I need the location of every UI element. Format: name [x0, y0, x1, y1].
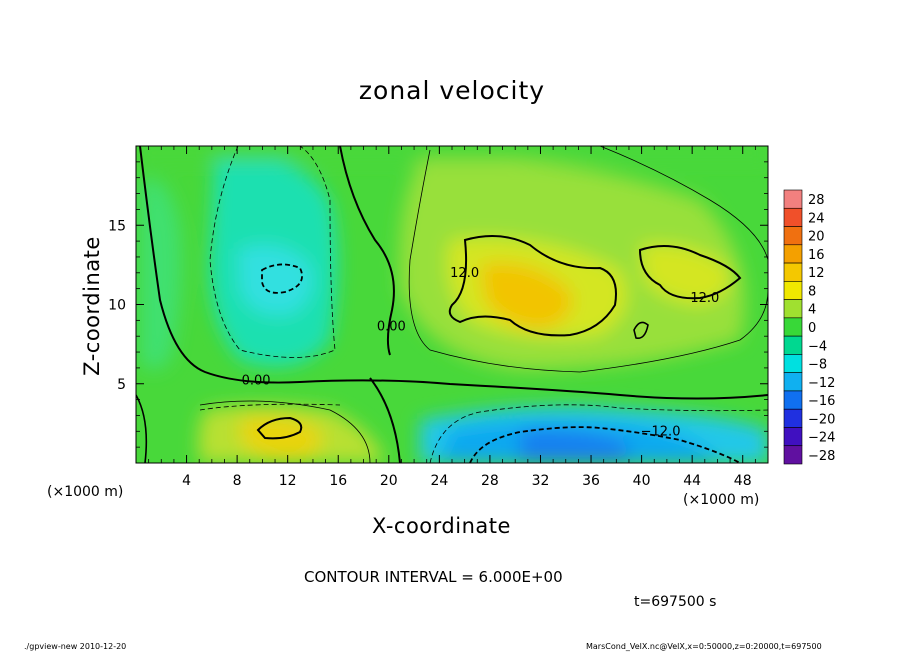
- x-tick-label: 32: [532, 473, 550, 489]
- colorbar-swatch: [783, 281, 803, 300]
- contour-label: 12.0: [690, 291, 719, 306]
- colorbar-swatch: [783, 408, 803, 428]
- x-tick-label: 24: [430, 473, 448, 489]
- colorbar-label: −28: [808, 449, 835, 464]
- colorbar-swatch: [783, 445, 803, 465]
- colorbar-swatch: [783, 226, 803, 246]
- colorbar-swatch: [783, 299, 803, 319]
- colorbar-label: 16: [808, 248, 825, 263]
- colorbar-label: 24: [808, 211, 825, 226]
- colorbar-label: −8: [808, 358, 827, 373]
- y-tick-label: 10: [108, 298, 126, 314]
- colorbar-swatch: [783, 317, 803, 337]
- y-tick-label: 15: [108, 218, 126, 234]
- x-unit-label-right: (×1000 m): [683, 492, 760, 508]
- contour-label: 0.00: [377, 320, 406, 335]
- colorbar-swatch: [783, 207, 803, 227]
- colorbar-swatch: [783, 427, 803, 447]
- colorbar-swatch: [783, 372, 803, 392]
- chart-title: zonal velocity: [358, 76, 546, 105]
- colorbar-swatch: [783, 354, 803, 373]
- footer-right: MarsCond_VelX.nc@VelX,x=0:50000,z=0:2000…: [586, 642, 822, 651]
- colorbar-label: −12: [808, 376, 835, 391]
- colorbar-label: 0: [808, 321, 816, 336]
- x-tick-label: 36: [582, 473, 600, 489]
- time-label: t=697500 s: [634, 594, 717, 610]
- colorbar: 28 24 20 16 12 8 4 0 −4 −8 −12 −16 −20 −24 −28: [783, 189, 835, 465]
- colorbar-swatch: [783, 335, 803, 355]
- colorbar-label: −20: [808, 412, 835, 427]
- x-tick-label: 8: [233, 473, 242, 489]
- contour-label: −12.0: [641, 424, 681, 439]
- colorbar-label: 12: [808, 266, 825, 281]
- x-tick-label: 12: [279, 473, 297, 489]
- x-tick-label: 28: [481, 473, 499, 489]
- footer-left: ./gpview-new 2010-12-20: [24, 642, 127, 651]
- contour-label: 12.0: [450, 266, 479, 281]
- colorbar-label: −16: [808, 394, 835, 409]
- x-tick-label: 40: [633, 473, 651, 489]
- colorbar-label: 20: [808, 230, 825, 245]
- colorbar-label: −24: [808, 431, 835, 446]
- y-tick-label: 5: [117, 377, 126, 393]
- colorbar-label: 8: [808, 284, 816, 299]
- colorbar-label: 28: [808, 193, 825, 208]
- colorbar-label: −4: [808, 339, 827, 354]
- colorbar-swatch: [783, 244, 803, 264]
- x-tick-label: 44: [683, 473, 701, 489]
- x-unit-label-left: (×1000 m): [47, 484, 124, 500]
- contour-label: 0.00: [242, 374, 271, 389]
- x-tick-label: 4: [182, 473, 191, 489]
- x-axis-title: X-coordinate: [372, 514, 511, 538]
- x-tick-label: 48: [734, 473, 752, 489]
- colorbar-label: 4: [808, 303, 816, 318]
- contour-labels: 12.0 12.0 0.00 0.00 −12.0: [242, 266, 720, 440]
- y-axis-title: Z-coordinate: [80, 236, 104, 376]
- x-tick-label: 16: [329, 473, 347, 489]
- contour-lines: [136, 146, 768, 463]
- colorbar-swatch: [783, 189, 803, 209]
- colorbar-swatch: [783, 390, 803, 410]
- colorbar-swatch: [783, 262, 803, 282]
- x-tick-label: 20: [380, 473, 398, 489]
- contour-interval-label: CONTOUR INTERVAL = 6.000E+00: [304, 568, 563, 586]
